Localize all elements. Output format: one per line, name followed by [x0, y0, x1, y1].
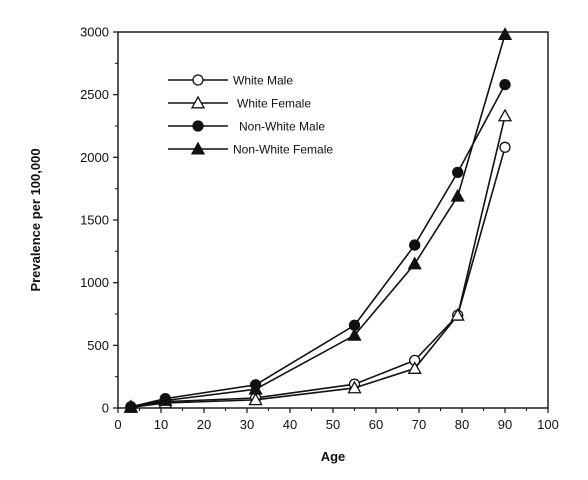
data-point	[450, 188, 465, 202]
legend-marker	[190, 141, 206, 155]
x-tick-label: 40	[283, 417, 297, 432]
data-point	[248, 392, 263, 406]
y-tick-label: 1500	[80, 213, 109, 228]
y-axis: 0 500 1000 1500 2000 2500 3000	[80, 25, 118, 416]
y-tick-label: 0	[102, 401, 109, 416]
x-tick-label: 20	[197, 417, 211, 432]
y-axis-title: Prevalence per 100,000	[28, 148, 43, 291]
y-tick-label: 2500	[80, 87, 109, 102]
data-point	[123, 399, 139, 413]
x-tick-label: 10	[154, 417, 168, 432]
data-point	[452, 166, 464, 179]
x-tick-label: 30	[240, 417, 254, 432]
data-point	[499, 78, 511, 91]
x-tick-label: 70	[412, 417, 426, 432]
data-point	[450, 307, 465, 321]
x-axis: 0 10 20 30 40 50 60 70 80 90 100	[114, 408, 559, 432]
y-tick-label: 2000	[80, 150, 109, 165]
data-point	[409, 239, 421, 251]
y-tick-label: 500	[87, 338, 109, 353]
legend-item: Non-White Male	[168, 120, 325, 134]
data-point	[248, 381, 263, 395]
x-tick-label: 0	[114, 417, 121, 432]
data-point	[497, 27, 513, 40]
data-point	[499, 141, 511, 153]
legend-item: Non-White Female	[168, 141, 333, 157]
x-tick-label: 100	[537, 417, 559, 432]
legend-label: White Female	[237, 97, 311, 111]
legend-label: Non-White Male	[239, 120, 325, 134]
x-tick-label: 50	[326, 417, 340, 432]
legend-marker	[190, 95, 206, 109]
series-4	[123, 27, 513, 413]
data-point	[347, 327, 362, 341]
legend-marker	[192, 74, 204, 86]
x-tick-label: 80	[455, 417, 469, 432]
plot-border	[117, 31, 549, 409]
data-point	[407, 361, 422, 374]
x-tick-label: 60	[369, 417, 383, 432]
data-point	[158, 393, 173, 406]
data-point	[347, 380, 362, 394]
legend-marker	[192, 120, 204, 132]
y-tick-label: 1000	[80, 275, 109, 290]
legend-item: White Female	[168, 95, 311, 111]
data-point	[497, 108, 513, 122]
legend-label: White Male	[233, 74, 293, 88]
series-layer	[123, 27, 513, 414]
x-axis-title: Age	[321, 449, 346, 464]
series-line	[130, 34, 506, 408]
legend-label: Non-White Female	[233, 143, 333, 157]
y-tick-label: 3000	[80, 25, 109, 40]
legend: White Male White Female Non-White Male Non-…	[168, 74, 333, 157]
legend-item: White Male	[168, 74, 293, 88]
data-point	[407, 256, 422, 270]
plot-frame	[117, 31, 549, 409]
x-tick-label: 90	[498, 417, 512, 432]
series-line	[130, 115, 506, 409]
